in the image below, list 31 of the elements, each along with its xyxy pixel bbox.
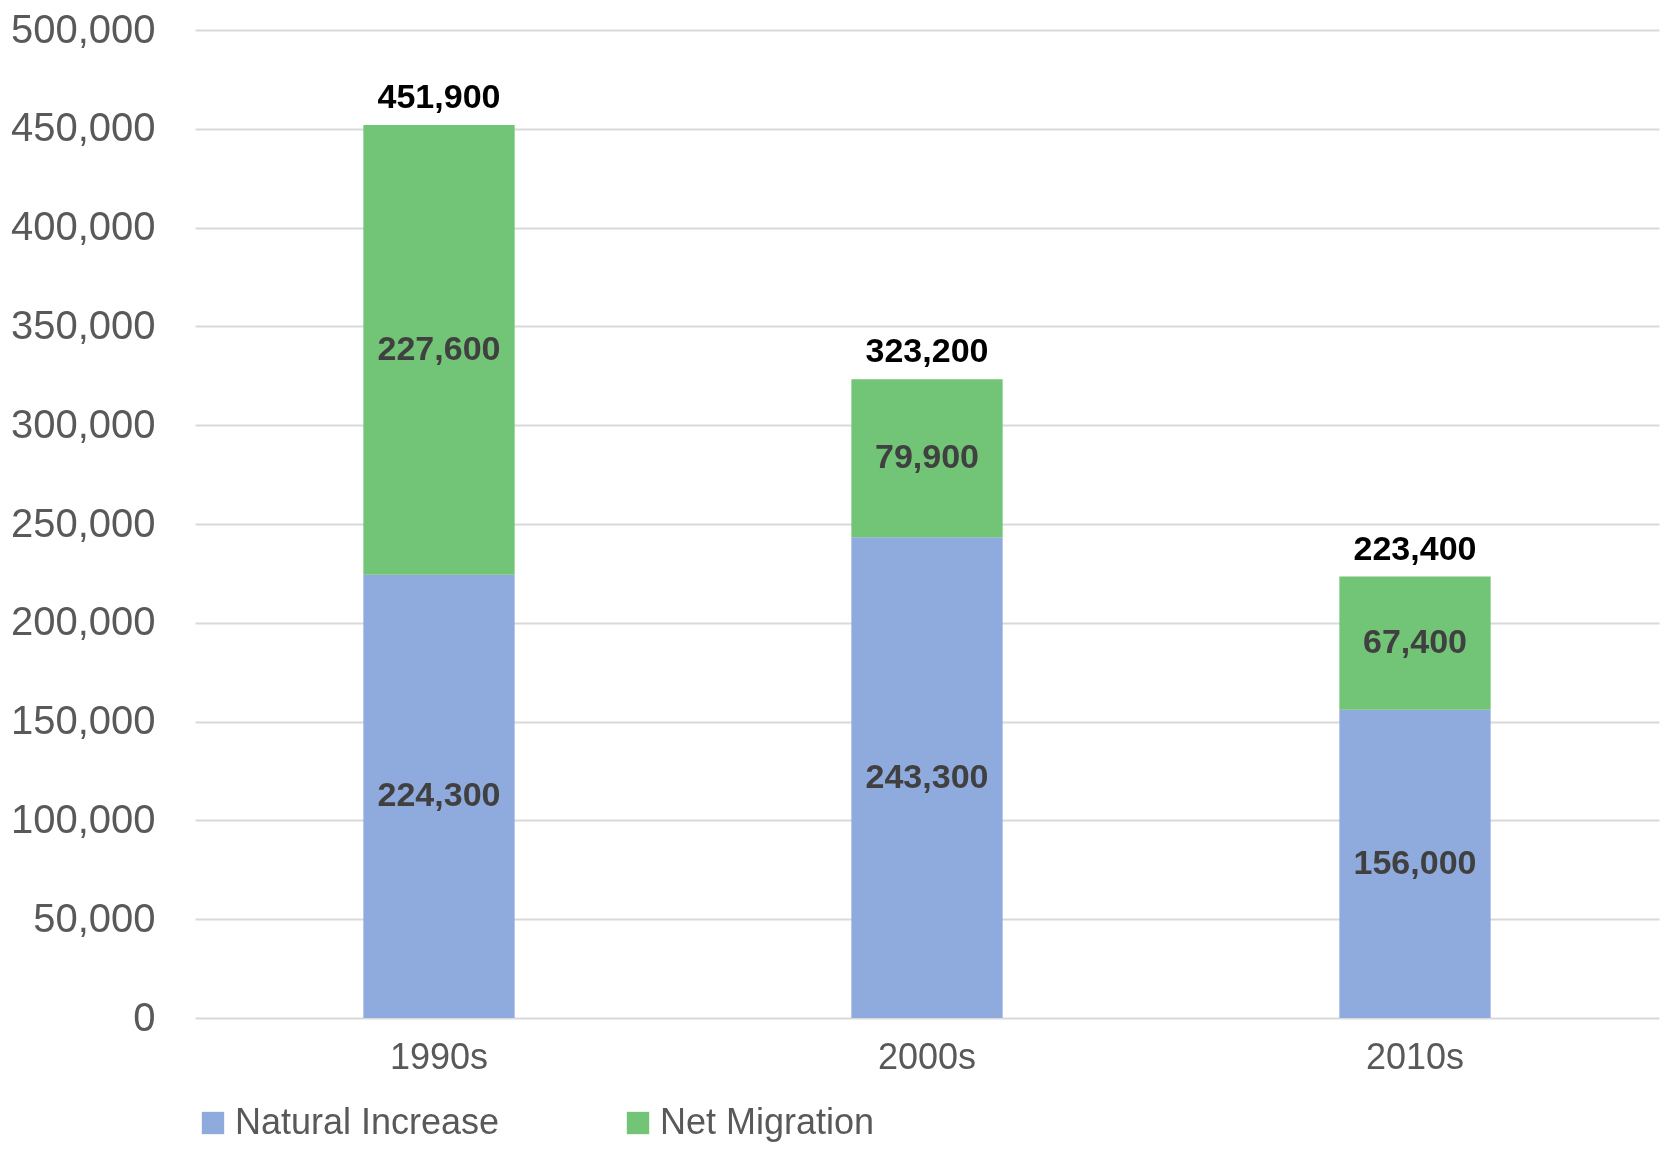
bar [1339, 709, 1491, 1018]
y-tick-label: 400,000 [10, 204, 156, 249]
data-label: 79,900 [875, 437, 979, 476]
data-label: 224,300 [377, 775, 501, 814]
y-tick-label: 350,000 [10, 302, 156, 347]
bar [851, 537, 1003, 1018]
y-tick-label: 300,000 [10, 401, 156, 446]
bar [1339, 576, 1491, 710]
legend-label: Natural Increase [235, 1101, 500, 1142]
y-tick-label: 250,000 [10, 500, 156, 545]
total-label: 323,200 [865, 331, 989, 370]
total-label: 451,900 [377, 77, 501, 116]
y-tick-label: 150,000 [10, 698, 156, 743]
x-tick-label: 2010s [1365, 1035, 1465, 1077]
y-tick-label: 0 [133, 994, 156, 1039]
data-label: 156,000 [1353, 842, 1477, 881]
data-label: 243,300 [865, 756, 989, 795]
data-label: 227,600 [377, 328, 501, 367]
y-tick-label: 500,000 [10, 6, 156, 51]
y-tick-label: 100,000 [10, 796, 156, 841]
bar [363, 125, 515, 575]
y-tick-label: 200,000 [10, 599, 156, 644]
y-tick-label: 450,000 [10, 105, 156, 150]
legend-label: Net Migration [660, 1101, 875, 1142]
x-tick-label: 1990s [389, 1035, 489, 1077]
data-label: 67,400 [1363, 622, 1467, 661]
bar [363, 574, 515, 1018]
x-tick-label: 2000s [877, 1035, 977, 1077]
total-label: 223,400 [1353, 528, 1477, 567]
y-tick-label: 50,000 [33, 895, 156, 940]
bar [851, 379, 1003, 538]
